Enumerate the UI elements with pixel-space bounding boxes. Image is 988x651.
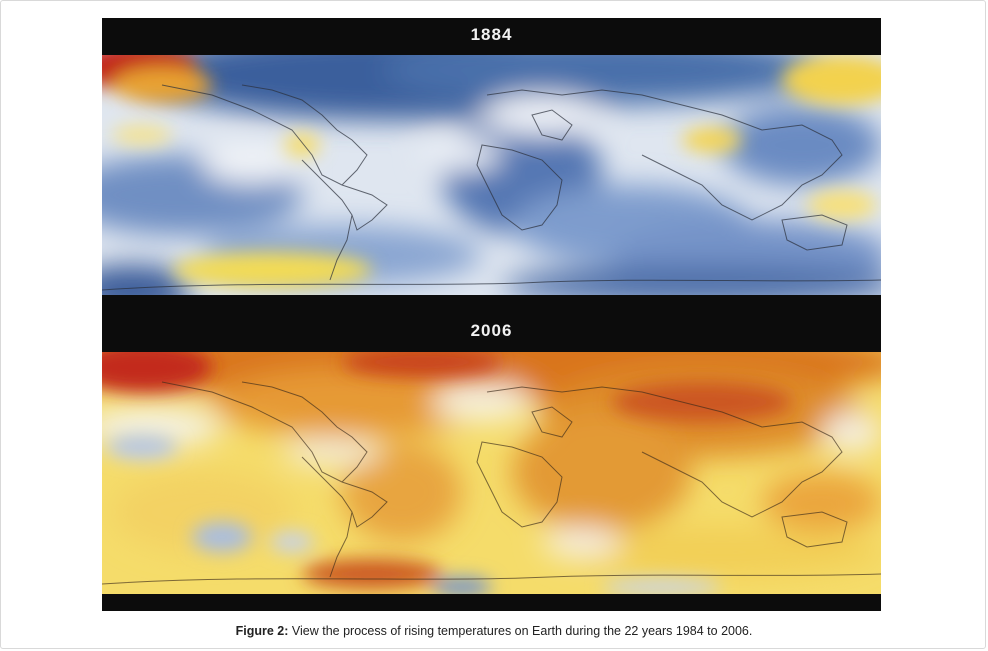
caption-label: Figure 2: [235, 624, 289, 638]
temperature-anomaly-figure: 1884 [102, 18, 881, 611]
caption-text: View the process of rising temperatures … [288, 624, 753, 638]
panel-1884-year-label: 1884 [470, 25, 513, 44]
map-2006 [102, 352, 881, 594]
panel-2006-year-label: 2006 [470, 321, 513, 340]
map-1884 [102, 55, 881, 295]
figure-caption: Figure 2: View the process of rising tem… [0, 624, 988, 638]
